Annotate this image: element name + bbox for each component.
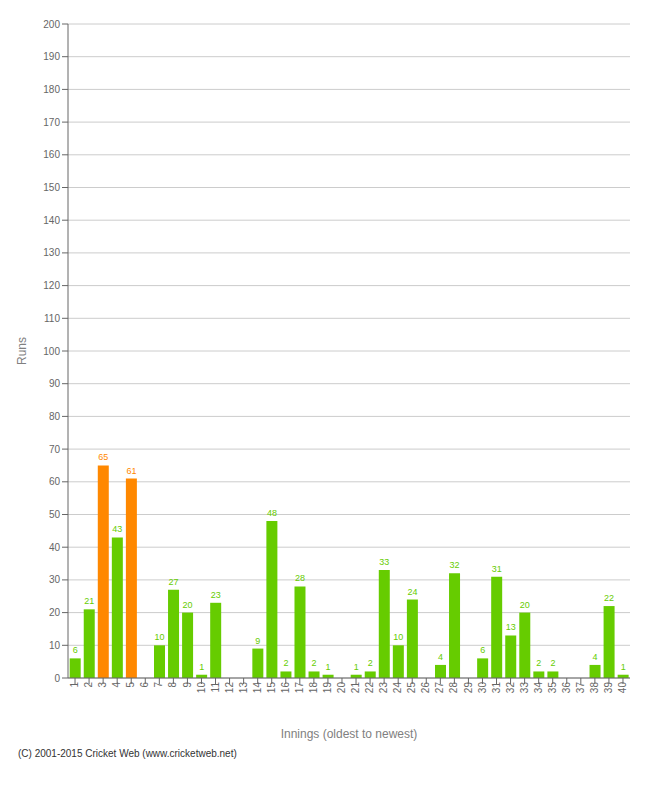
svg-text:16: 16 [280,682,291,694]
svg-text:2: 2 [368,658,373,668]
svg-text:6: 6 [73,645,78,655]
svg-text:28: 28 [448,682,459,694]
svg-text:29: 29 [463,682,474,694]
svg-text:32: 32 [505,682,516,694]
svg-text:21: 21 [350,682,361,694]
svg-text:34: 34 [533,682,544,694]
svg-text:13: 13 [238,682,249,694]
svg-text:37: 37 [575,682,586,694]
svg-text:15: 15 [266,682,277,694]
svg-text:32: 32 [450,560,460,570]
svg-text:190: 190 [43,51,60,62]
html-text:(C) 2001-2015 Cricket Web (www: (C) 2001-2015 Cricket Web (www.cricketwe… [18,748,237,759]
svg-text:2: 2 [83,682,94,688]
svg-text:2: 2 [550,658,555,668]
svg-text:24: 24 [392,682,403,694]
svg-text:35: 35 [547,682,558,694]
svg-text:19: 19 [322,682,333,694]
svg-text:2: 2 [536,658,541,668]
svg-text:11: 11 [210,682,221,693]
svg-text:17: 17 [294,682,305,694]
svg-text:21: 21 [84,596,94,606]
svg-text:43: 43 [112,524,122,534]
svg-text:65: 65 [98,452,108,462]
svg-text:27: 27 [169,577,179,587]
svg-text:23: 23 [211,590,221,600]
svg-text:110: 110 [44,313,60,324]
svg-text:3: 3 [97,682,108,688]
svg-text:4: 4 [111,682,122,688]
svg-text:9: 9 [182,682,193,688]
svg-text:40: 40 [49,542,61,553]
svg-text:7: 7 [153,682,164,688]
svg-text:10: 10 [49,640,61,651]
svg-text:13: 13 [506,622,516,632]
svg-text:170: 170 [43,117,60,128]
svg-text:20: 20 [520,600,530,610]
svg-text:36: 36 [561,682,572,694]
svg-text:30: 30 [477,682,488,694]
svg-text:40: 40 [617,682,628,694]
svg-text:33: 33 [379,557,389,567]
svg-text:0: 0 [54,673,60,684]
svg-text:50: 50 [49,509,61,520]
svg-text:1: 1 [199,662,204,672]
svg-text:70: 70 [49,444,61,455]
svg-text:25: 25 [406,682,417,694]
svg-text:5: 5 [125,682,136,688]
svg-text:10: 10 [196,682,207,694]
svg-text:6: 6 [139,682,150,688]
svg-text:2: 2 [312,658,317,668]
svg-text:24: 24 [407,587,417,597]
svg-text:160: 160 [43,149,60,160]
svg-text:120: 120 [43,280,60,291]
svg-text:90: 90 [49,378,61,389]
svg-text:22: 22 [604,593,614,603]
svg-text:1: 1 [621,662,626,672]
svg-text:80: 80 [49,411,61,422]
svg-text:14: 14 [252,682,263,694]
svg-text:31: 31 [491,682,502,694]
svg-text:20: 20 [183,600,193,610]
svg-text:20: 20 [49,607,61,618]
svg-text:61: 61 [126,466,136,476]
svg-text:10: 10 [154,632,164,642]
svg-text:9: 9 [255,636,260,646]
svg-text:27: 27 [434,682,445,694]
svg-text:28: 28 [295,573,305,583]
svg-text:140: 140 [43,215,60,226]
svg-text:Runs: Runs [15,337,29,365]
svg-text:8: 8 [167,682,178,688]
svg-text:130: 130 [43,247,60,258]
svg-text:180: 180 [43,84,60,95]
svg-text:31: 31 [492,564,502,574]
svg-text:22: 22 [364,682,375,694]
svg-text:6: 6 [480,645,485,655]
svg-text:200: 200 [43,19,60,30]
svg-text:20: 20 [336,682,347,694]
svg-text:1: 1 [69,682,80,688]
svg-text:1: 1 [354,662,359,672]
svg-text:33: 33 [519,682,530,694]
svg-text:2: 2 [283,658,288,668]
svg-text:4: 4 [438,652,443,662]
svg-text:1: 1 [326,662,331,672]
svg-text:100: 100 [43,346,60,357]
svg-text:26: 26 [420,682,431,694]
svg-text:18: 18 [308,682,319,694]
svg-text:150: 150 [43,182,60,193]
svg-text:60: 60 [49,476,61,487]
svg-text:10: 10 [393,632,403,642]
svg-text:48: 48 [267,508,277,518]
svg-text:23: 23 [378,682,389,694]
svg-text:4: 4 [593,652,598,662]
svg-text:Innings (oldest to newest): Innings (oldest to newest) [281,727,418,741]
svg-text:30: 30 [49,574,61,585]
svg-text:38: 38 [589,682,600,694]
svg-text:12: 12 [224,682,235,694]
svg-text:39: 39 [603,682,614,694]
